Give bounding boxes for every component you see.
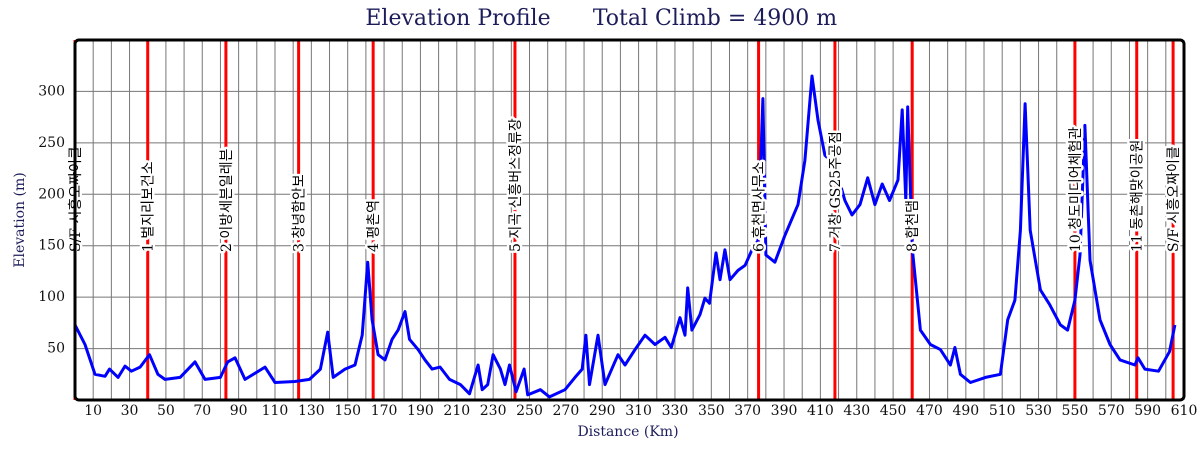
x-tick-label: 410 xyxy=(807,403,834,419)
x-tick-label: 610 xyxy=(1171,403,1198,419)
y-tick-label: 100 xyxy=(38,289,65,305)
x-tick-label: 350 xyxy=(698,403,725,419)
checkpoint-label: 2 이방세븐일레븐 xyxy=(219,148,235,252)
elevation-line xyxy=(73,74,1177,399)
y-tick-label: 150 xyxy=(38,238,65,254)
checkpoint-label: 8 합천댐 xyxy=(905,200,921,252)
x-tick-label: 470 xyxy=(916,403,943,419)
checkpoint-label: 10 청도미디어체험관 xyxy=(1068,127,1084,252)
checkpoint-label: 1 벌지리보건소 xyxy=(141,161,157,252)
checkpoint-label: 6 휴천면사무소 xyxy=(752,161,768,252)
x-tick-label: 110 xyxy=(262,403,289,419)
y-tick-label: 200 xyxy=(38,186,65,202)
y-axis-title: Elevation (m) xyxy=(12,172,28,267)
x-tick-label: 570 xyxy=(1098,403,1125,419)
x-tick-label: 390 xyxy=(771,403,798,419)
x-tick-label: 70 xyxy=(193,403,211,419)
x-axis-title: Distance (Km) xyxy=(577,424,678,440)
chart-title: Elevation Profile xyxy=(365,6,550,31)
plot xyxy=(73,40,1177,400)
x-tick-label: 10 xyxy=(84,403,102,419)
x-tick-label: 250 xyxy=(516,403,543,419)
checkpoint-labels: S/F 시흥오짜이클 1 벌지리보건소 2 이방세븐일레븐 3 창녕함안보 4 평촌역 5… xyxy=(66,116,1185,255)
x-tick-label: 510 xyxy=(989,403,1016,419)
checkpoint-label: 4 평촌역 xyxy=(366,200,382,252)
x-tick-label: 530 xyxy=(1025,403,1052,419)
x-tick-label: 190 xyxy=(407,403,434,419)
x-tick-label: 290 xyxy=(589,403,616,419)
x-tick-label: 550 xyxy=(1062,403,1089,419)
x-tick-label: 210 xyxy=(443,403,470,419)
x-tick-label: 270 xyxy=(553,403,580,419)
y-tick-label: 50 xyxy=(47,341,65,357)
x-tick-label: 310 xyxy=(625,403,652,419)
checkpoint-label: 11 동촌해맞이공원 xyxy=(1130,140,1146,252)
x-tick-label: 330 xyxy=(662,403,689,419)
x-tick-label: 590 xyxy=(1134,403,1161,419)
x-tick-label: 370 xyxy=(734,403,761,419)
checkpoint-label: S/F 시흥오짜이클 xyxy=(1166,146,1182,252)
grid xyxy=(74,40,1185,400)
x-tick-label: 450 xyxy=(880,403,907,419)
x-tick-label: 130 xyxy=(298,403,325,419)
x-tick-label: 150 xyxy=(334,403,361,419)
checkpoint-label: 3 창녕함안보 xyxy=(292,174,308,252)
x-tick-label: 90 xyxy=(230,403,248,419)
x-tick-label: 170 xyxy=(371,403,398,419)
plot-frame xyxy=(73,38,1186,402)
chart-subtitle: Total Climb = 4900 m xyxy=(593,6,837,31)
checkpoint-label: 7 거창 GS25주공점 xyxy=(828,131,844,252)
x-tick-label: 430 xyxy=(843,403,870,419)
y-tick-label: 300 xyxy=(38,83,65,99)
x-tick-label: 50 xyxy=(157,403,175,419)
x-tick-label: 230 xyxy=(480,403,507,419)
x-tick-label: 490 xyxy=(952,403,979,419)
checkpoint-label: 5 지곡 신흥버스정류장 xyxy=(508,118,524,252)
y-tick-label: 250 xyxy=(38,135,65,151)
x-tick-label: 30 xyxy=(121,403,139,419)
